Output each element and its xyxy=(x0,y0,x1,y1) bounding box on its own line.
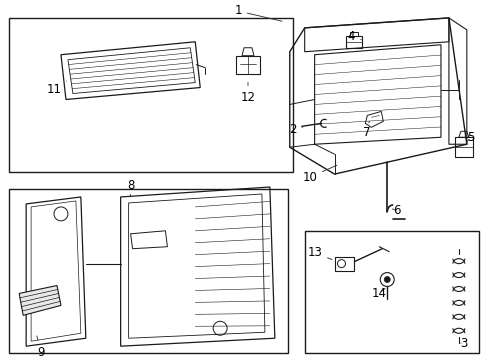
Text: 13: 13 xyxy=(306,246,331,260)
Bar xyxy=(350,32,358,36)
Text: 1: 1 xyxy=(234,4,282,21)
Text: 6: 6 xyxy=(391,204,400,217)
Bar xyxy=(304,231,478,353)
Bar xyxy=(9,18,292,172)
Text: 8: 8 xyxy=(127,179,134,197)
Bar xyxy=(236,56,260,73)
Bar xyxy=(454,137,472,157)
Text: 2: 2 xyxy=(288,123,303,136)
Bar xyxy=(334,257,354,271)
Text: 12: 12 xyxy=(240,82,255,104)
Text: 5: 5 xyxy=(466,131,473,144)
Text: 7: 7 xyxy=(362,121,369,139)
Text: 10: 10 xyxy=(302,165,336,184)
Text: 11: 11 xyxy=(46,81,66,96)
Polygon shape xyxy=(19,285,61,315)
Text: 3: 3 xyxy=(459,337,467,350)
Circle shape xyxy=(384,276,389,283)
Bar xyxy=(346,36,362,48)
Text: 9: 9 xyxy=(37,336,45,359)
Text: 4: 4 xyxy=(347,30,361,43)
Bar xyxy=(9,189,287,353)
Text: 14: 14 xyxy=(371,287,386,300)
